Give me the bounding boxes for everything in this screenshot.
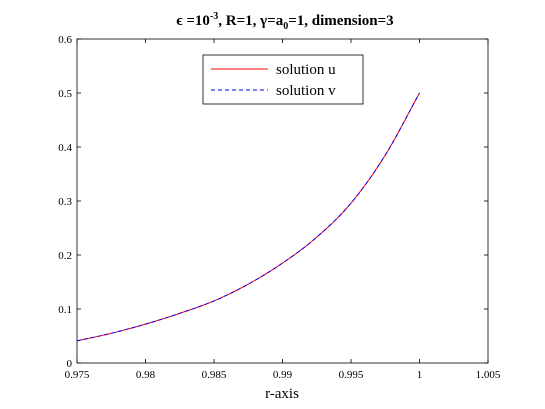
- legend-label-solution-v: solution v: [276, 83, 336, 99]
- title-mid: , R=1, γ=a: [218, 13, 283, 29]
- y-tick-label: 0.2: [58, 250, 72, 262]
- chart-title: ϵ =10-3, R=1, γ=a0=1, dimension=3: [176, 11, 393, 32]
- title-subscript: 0: [283, 21, 288, 32]
- legend: solution u solution v: [202, 54, 364, 105]
- y-tick-label: 0.3: [58, 196, 72, 208]
- x-tick-label: 0.975: [65, 369, 90, 381]
- title-prefix: ϵ =10: [176, 13, 210, 29]
- y-tick-label: 0.6: [58, 34, 72, 46]
- legend-box: [202, 54, 364, 105]
- legend-label-solution-u: solution u: [276, 62, 336, 78]
- x-tick-label: 1: [417, 369, 423, 381]
- y-tick-label: 0.4: [58, 142, 72, 154]
- series-layer: [76, 92, 420, 342]
- x-axis-label: r-axis: [265, 386, 299, 402]
- x-tick-label: 0.995: [339, 369, 364, 381]
- y-tick-label: 0.1: [58, 304, 72, 316]
- x-tick-label: 0.99: [273, 369, 293, 381]
- x-tick-label: 1.005: [476, 369, 501, 381]
- x-tick-label: 0.985: [202, 369, 227, 381]
- title-exponent: -3: [210, 11, 218, 22]
- y-tick-label: 0.5: [58, 88, 72, 100]
- y-tick-label: 0: [67, 358, 73, 370]
- x-tick-label: 0.98: [136, 369, 156, 381]
- axis-ticks: 0.975 0.98 0.985 0.99 0.995 1 1.005 0 0.1 0.2 0.3 0…: [58, 34, 501, 381]
- series-line-solution-v: [76, 92, 420, 342]
- title-suffix: =1, dimension=3: [288, 13, 393, 29]
